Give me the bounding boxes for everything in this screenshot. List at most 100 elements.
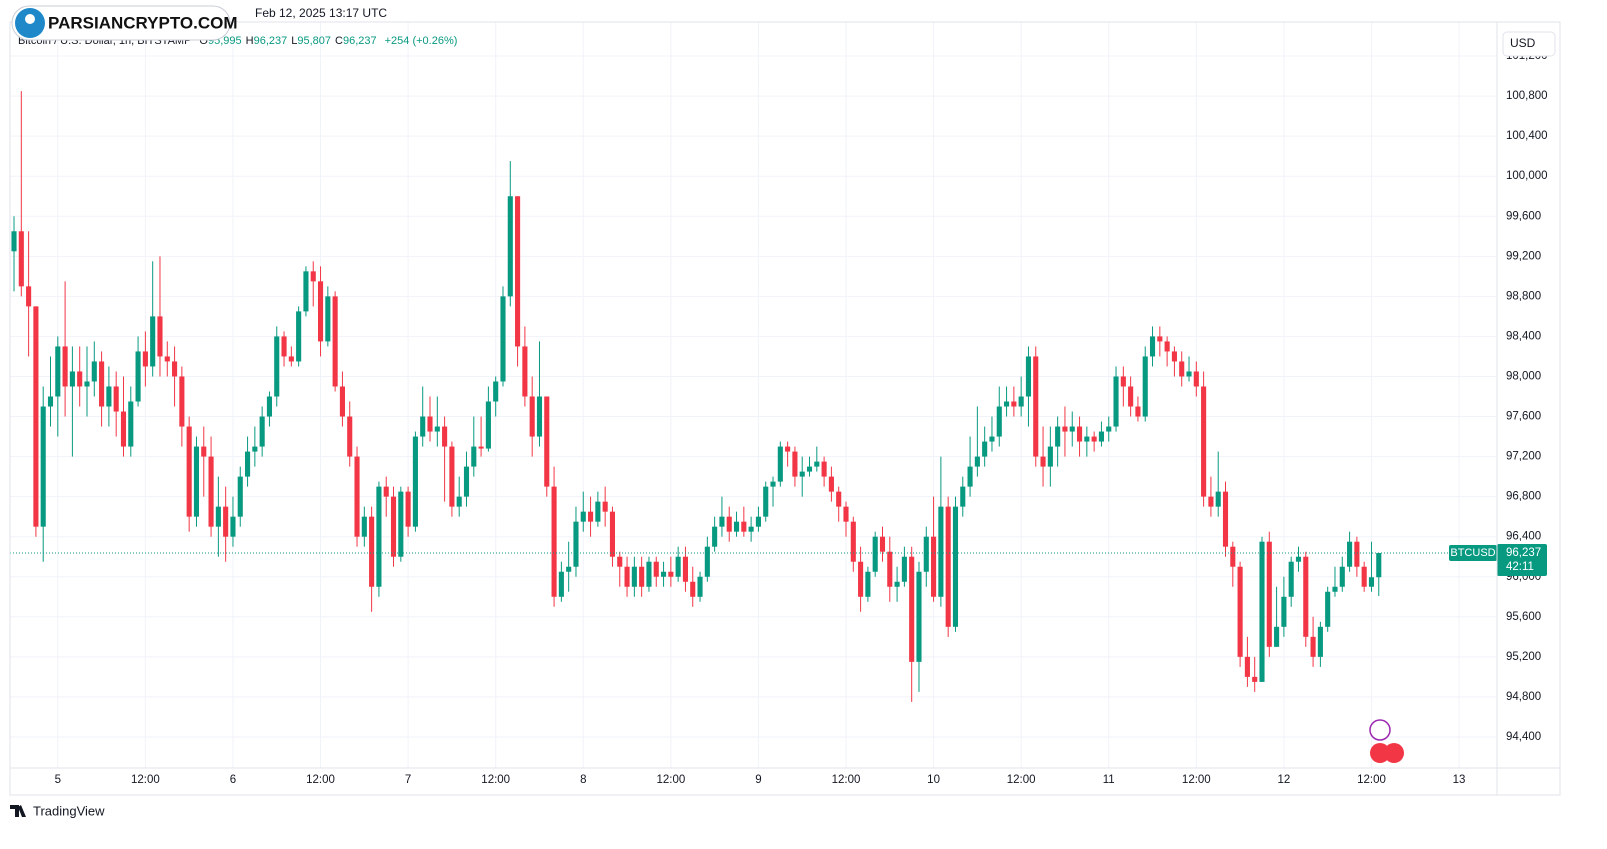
candle-body (500, 296, 506, 382)
candle-body (172, 361, 178, 377)
candle-body (390, 496, 397, 557)
y-tick-label: 98,400 (1506, 330, 1541, 342)
candle-body (595, 501, 601, 522)
candle-body (704, 546, 710, 577)
candle-body (1091, 436, 1097, 442)
candle-body (1325, 591, 1331, 627)
candle-body (1142, 356, 1148, 417)
candle-body (1149, 336, 1156, 357)
y-tick-label: 100,800 (1506, 90, 1548, 102)
frame (9, 21, 1561, 796)
candle-body (785, 446, 791, 452)
candle-body (383, 486, 389, 497)
candle-body (266, 396, 273, 417)
y-tick-label: 96,800 (1506, 491, 1541, 503)
currency: USD (1510, 36, 1536, 50)
candle-body (354, 456, 360, 537)
candle-body (18, 231, 24, 287)
candle-body (288, 356, 294, 362)
candle-body (865, 571, 871, 597)
candle-body (1135, 406, 1141, 417)
candle-body (106, 386, 112, 407)
candle-body (580, 511, 586, 522)
candle-body (179, 376, 185, 427)
event-icon[interactable] (1370, 743, 1390, 763)
candle-body (1361, 566, 1367, 587)
candle-body (245, 451, 251, 477)
event-icons (1369, 719, 1404, 763)
candle-body (901, 556, 907, 582)
candle-body (303, 271, 309, 312)
candle-body (1040, 456, 1046, 467)
candle-body (952, 506, 959, 627)
candle-body (1098, 431, 1104, 442)
candle-body (522, 346, 528, 397)
candle-body (1164, 341, 1170, 352)
candle-body (1062, 426, 1068, 432)
candle-body (1018, 396, 1024, 407)
candle-body (420, 416, 426, 437)
watermark-text: PARSIANCRYPTO.COM (48, 13, 238, 32)
footer-text: TradingView (33, 803, 105, 818)
candle-body (463, 466, 470, 497)
candle-body (186, 426, 192, 517)
candle-body (11, 231, 17, 252)
event-icon[interactable] (1384, 743, 1404, 763)
candle-body (792, 451, 798, 477)
candle-body (62, 346, 68, 387)
price-tag-countdown: 42:11 (1506, 561, 1534, 573)
candle-body (164, 356, 170, 362)
candle-body (201, 446, 207, 457)
candle-body (909, 556, 915, 662)
candle-body (996, 406, 1002, 437)
candle-body (682, 556, 688, 582)
candle-body (84, 381, 90, 387)
y-tick-label: 94,400 (1506, 731, 1541, 743)
candle-body (99, 361, 105, 407)
candle-body (1033, 356, 1039, 457)
candle-body (449, 446, 455, 507)
x-tick-label: 12:00 (1007, 774, 1036, 786)
candle-body (1084, 436, 1090, 442)
candle-body (259, 416, 265, 447)
candle-body (456, 496, 462, 507)
candle-body (755, 516, 761, 527)
ohlc-key: H (246, 35, 254, 47)
candle-body (1025, 356, 1032, 397)
ohlc-key: C (335, 35, 343, 47)
event-icon[interactable] (1369, 719, 1391, 741)
candle-body (1317, 626, 1323, 657)
candle-body (850, 521, 856, 562)
candle-body (1047, 446, 1053, 467)
candle-body (215, 506, 221, 527)
candle-body (544, 396, 550, 487)
candle-body (945, 506, 951, 627)
candle-body (223, 506, 229, 537)
y-tick-label: 95,200 (1506, 651, 1541, 663)
y-tick-label: 96,400 (1506, 531, 1541, 543)
candle-body (588, 511, 594, 522)
candle-body (763, 486, 769, 517)
candle-body (872, 536, 878, 572)
candle-body (91, 361, 97, 382)
candle-body (1347, 541, 1353, 567)
candle-body (799, 471, 805, 477)
candle-body (551, 486, 557, 597)
candle-body (1055, 426, 1061, 447)
candle-body (887, 551, 893, 587)
candle-body (317, 281, 324, 342)
candle-body (741, 521, 747, 532)
candle-body (858, 561, 864, 597)
candle-body (1128, 386, 1134, 407)
ohlc-key: O (199, 35, 208, 47)
candle-body (646, 561, 652, 587)
candle-body (821, 461, 827, 477)
currency-button[interactable] (1502, 31, 1556, 57)
candle-body (1376, 553, 1382, 578)
candle-body (150, 316, 156, 367)
y-tick-label: 95,600 (1506, 611, 1541, 623)
candle-body (325, 296, 331, 342)
candle-body (442, 426, 448, 447)
candle-body (573, 521, 579, 567)
candle-body (1222, 491, 1229, 547)
